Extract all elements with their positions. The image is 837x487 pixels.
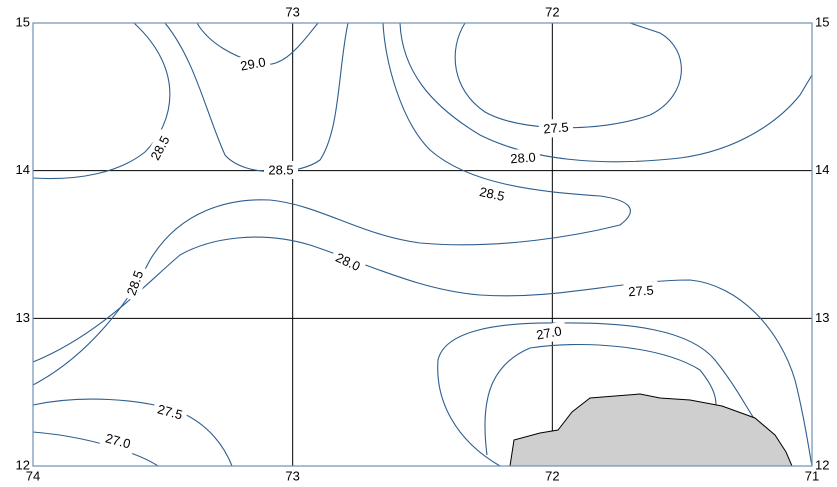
x-tick-label-top: 73 (285, 4, 299, 19)
contour-line (399, 22, 813, 163)
contour-label: 27.0 (99, 427, 137, 455)
y-tick-label: 13 (16, 310, 30, 325)
contour-label: 27.0 (530, 321, 568, 345)
contour-label-text: 27.5 (543, 119, 570, 136)
contours (32, 22, 813, 467)
y-tick-label-right: 14 (815, 162, 829, 177)
contour-label-bg (120, 263, 150, 303)
contour-label: 28.0 (505, 147, 541, 169)
x-tick-label: 71 (805, 468, 819, 483)
y-tick-label: 12 (16, 457, 30, 472)
contour-label-text: 28.5 (124, 269, 147, 298)
contour-label: 27.5 (538, 117, 574, 139)
x-tick-label-top: 72 (545, 4, 559, 19)
contour-label-bg (264, 161, 298, 179)
y-tick-label-right: 15 (815, 14, 829, 29)
contour-label-bg (505, 147, 541, 169)
contour-line (32, 398, 233, 467)
contour-line (32, 22, 631, 386)
contour-label: 27.5 (623, 280, 659, 302)
contour-label: 29.0 (234, 52, 272, 76)
contour-label: 28.5 (473, 181, 511, 207)
contour-label-bg (234, 52, 272, 76)
x-tick-label: 74 (26, 468, 40, 483)
y-tick-label: 15 (16, 14, 30, 29)
contour-label-bg (530, 321, 568, 345)
contour-label-bg (99, 427, 137, 455)
grid (33, 23, 812, 466)
contour-label-text: 27.5 (156, 401, 184, 422)
contour-line (484, 343, 717, 456)
contour-label-text: 28.5 (268, 162, 293, 177)
x-tick-label: 72 (545, 468, 559, 483)
map-frame (32, 22, 813, 467)
y-tick-label-right: 13 (815, 310, 829, 325)
contour-label-text: 29.0 (239, 54, 267, 73)
contour-label-text: 27.5 (628, 283, 654, 300)
x-tick-label: 73 (285, 468, 299, 483)
y-tick-label: 14 (16, 162, 30, 177)
contour-label: 28.0 (328, 246, 368, 278)
contour-label-text: 28.0 (510, 150, 536, 167)
contour-label: 28.5 (264, 161, 298, 179)
contour-label-bg (144, 128, 176, 168)
contour-label: 28.5 (120, 263, 150, 303)
contour-label-text: 28.5 (478, 184, 506, 204)
contour-label-bg (473, 181, 511, 207)
contour-label-text: 27.0 (535, 323, 563, 342)
land (509, 393, 793, 467)
contour-label-bg (623, 280, 659, 302)
contour-label-bg (151, 398, 189, 426)
contour-line (164, 22, 349, 173)
contour-line (32, 431, 159, 467)
contour-label: 27.5 (151, 398, 189, 426)
contour-line (32, 22, 171, 180)
contour-label-text: 27.0 (104, 430, 132, 451)
y-tick-label-right: 12 (815, 457, 829, 472)
contour-line (32, 236, 813, 467)
contour-label-bg (328, 246, 368, 278)
contour-line (454, 22, 682, 129)
contour-label-bg (538, 117, 574, 139)
